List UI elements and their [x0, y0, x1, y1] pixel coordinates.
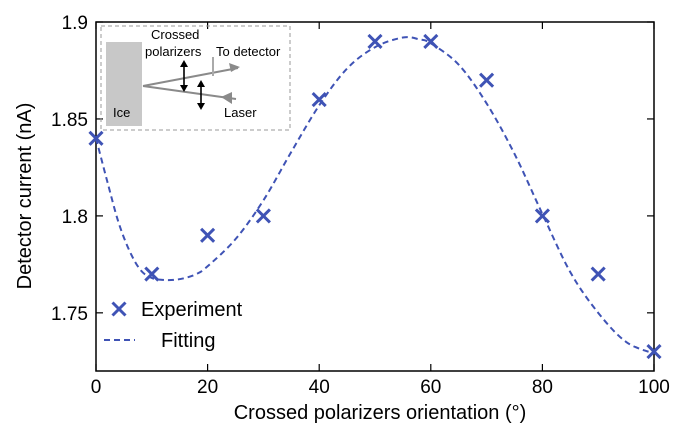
laser-beam	[142, 85, 237, 100]
experiment-point	[200, 227, 216, 243]
laser-beam-arrowhead	[221, 92, 232, 104]
plot-area	[95, 21, 655, 372]
experiment-point	[311, 91, 327, 108]
ice-block	[106, 42, 142, 126]
legend-experiment-label: Experiment	[141, 299, 243, 321]
beam-to-detector-arrowhead	[229, 63, 240, 72]
ice-label: Ice	[113, 105, 130, 120]
x-tick-label: 0	[91, 377, 102, 398]
x-tick-label: 20	[197, 377, 218, 398]
polarizer-arrow-2-bottom-head	[197, 103, 205, 110]
x-tick-label: 60	[420, 377, 441, 398]
experiment-point	[646, 344, 662, 360]
fitting-curve	[95, 36, 655, 355]
detector-label: To detector	[216, 44, 281, 59]
experiment-point	[590, 266, 606, 282]
y-tick-label: 1.75	[51, 304, 88, 325]
y-tick-label: 1.85	[51, 110, 88, 131]
experiment-point	[423, 33, 439, 49]
experiment-point	[367, 33, 383, 49]
inset-frame	[100, 25, 291, 131]
laser-label: Laser	[224, 105, 257, 120]
polarizer-arrow-1-top-head	[180, 60, 188, 67]
experiment-point	[88, 130, 104, 146]
experiment-point	[479, 72, 495, 88]
beam-to-detector	[142, 67, 239, 87]
experiment-series	[88, 33, 662, 360]
legend-x-marker	[111, 301, 127, 317]
experiment-point	[534, 208, 550, 224]
polarizers-label-line2: polarizers	[145, 44, 202, 59]
x-tick-label: 100	[638, 377, 670, 398]
polarizer-arrow-2-top-head	[197, 80, 205, 87]
legend-fitting-label: Fitting	[161, 330, 215, 352]
y-axis-title: Detector current (nA)	[14, 103, 36, 290]
legend-experiment-marker	[111, 301, 127, 317]
y-tick-label: 1.8	[62, 207, 88, 228]
polarizer-arrow-1-bottom-head	[180, 85, 188, 92]
polarizers-label-line1: Crossed	[151, 27, 199, 42]
legend: Experiment Fitting	[104, 299, 243, 352]
x-axis-title: Crossed polarizers orientation (°)	[234, 402, 527, 424]
y-tick-label: 1.9	[62, 13, 88, 34]
x-tick-label: 40	[309, 377, 330, 398]
inset-diagram: Ice Crossed polarizers To detector Laser	[100, 25, 291, 131]
experiment-point	[144, 266, 160, 282]
experiment-point	[255, 208, 271, 224]
axis-ticks: 0 20 40 60 80 100 1.75 1.8 1.85 1.9	[51, 13, 670, 398]
x-tick-label: 80	[532, 377, 553, 398]
fitting-series	[95, 36, 655, 355]
